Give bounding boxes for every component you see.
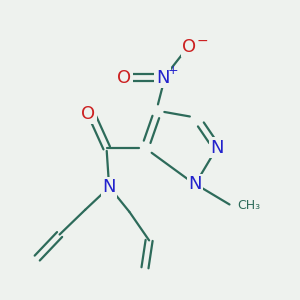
Text: CH₃: CH₃ [237,200,260,212]
Text: N: N [210,139,224,157]
Text: O: O [117,69,131,87]
Text: +: + [168,64,178,77]
Text: N: N [188,176,202,194]
Text: N: N [156,69,169,87]
Text: −: − [196,34,208,48]
Text: O: O [182,38,196,56]
Text: N: N [102,178,116,196]
Text: O: O [81,105,95,123]
